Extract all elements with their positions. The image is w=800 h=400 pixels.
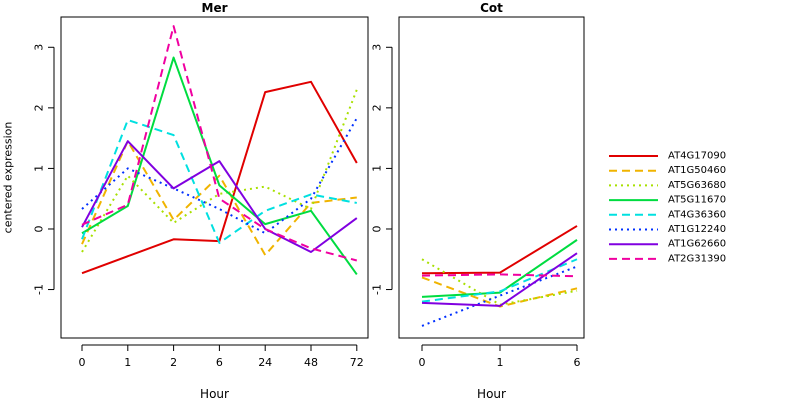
x-axis-label: Hour [477,387,506,400]
x-axis: 0 1 2 6 24 48 72 [79,344,364,369]
panel-title: Cot [480,1,503,15]
y-tick-label: 1 [371,165,384,172]
x-tick-label: 72 [350,356,364,369]
series-line-at1g50460 [81,140,357,257]
series-line-at5g11670 [421,239,578,298]
y-tick-label: 2 [33,104,46,111]
x-tick-label: 1 [497,356,504,369]
series-line-at4g36360 [81,118,357,244]
y-tick-label: -1 [371,284,384,295]
series-line-at5g63680 [421,258,578,306]
plot-frame [398,16,585,339]
series-line-at4g17090 [81,80,358,275]
x-tick-label: 0 [419,356,426,369]
legend-item: AT4G17090 [609,151,726,162]
plot-frame [60,16,369,339]
series-line-at2g31390 [421,273,578,278]
legend-label: AT1G62660 [668,239,726,250]
y-tick-label: 2 [371,104,384,111]
series-line-at1g62660 [81,140,358,253]
x-axis: 0 1 6 [419,344,581,369]
legend-label: AT1G50460 [668,165,726,176]
legend-item: AT1G62660 [609,239,726,250]
y-axis: -1 0 1 2 3 [33,44,55,295]
panel-mer: Mer -1 0 1 2 3 0 1 2 6 24 48 72 Hour centered expressi… [2,1,369,400]
legend-item: AT1G50460 [609,165,726,176]
y-tick-label: 3 [371,44,384,51]
legend-label: AT4G36360 [668,209,726,220]
legend-item: AT5G63680 [609,180,726,191]
legend-label: AT5G11670 [668,195,726,206]
legend-label: AT4G17090 [668,151,726,162]
panel-title: Mer [202,1,228,15]
x-tick-label: 0 [79,356,86,369]
legend-label: AT1G12240 [668,224,726,235]
legend: AT4G17090 AT1G50460 AT5G63680 AT5G11670 AT4G… [609,151,726,264]
series-group [81,25,358,275]
x-tick-label: 48 [304,356,318,369]
x-axis-label: Hour [200,387,229,400]
panel-cot: Cot -1 0 1 2 3 0 1 6 Hour [371,1,585,400]
x-tick-label: 2 [170,356,177,369]
legend-item: AT1G12240 [609,224,726,235]
y-axis-label: centered expression [2,122,15,234]
x-tick-label: 6 [574,356,581,369]
legend-label: AT2G31390 [668,253,726,264]
legend-item: AT2G31390 [609,253,726,264]
y-tick-label: 0 [371,225,384,232]
series-line-at1g62660 [421,252,578,307]
x-tick-label: 6 [216,356,223,369]
legend-item: AT5G11670 [609,195,726,206]
x-tick-label: 24 [258,356,272,369]
series-line-at2g31390 [81,25,358,262]
y-tick-label: 3 [33,44,46,51]
series-line-at1g12240 [81,117,358,235]
y-tick-label: -1 [33,284,46,295]
series-group [421,225,578,327]
series-line-at4g17090 [421,225,578,275]
x-tick-label: 1 [124,356,131,369]
legend-label: AT5G63680 [668,180,726,191]
y-axis: -1 0 1 2 3 [371,44,393,295]
y-tick-label: 1 [33,165,46,172]
y-tick-label: 0 [33,225,46,232]
series-line-at1g12240 [421,265,578,327]
legend-item: AT4G36360 [609,209,726,220]
series-line-at5g11670 [81,56,358,275]
series-line-at5g63680 [81,89,358,253]
